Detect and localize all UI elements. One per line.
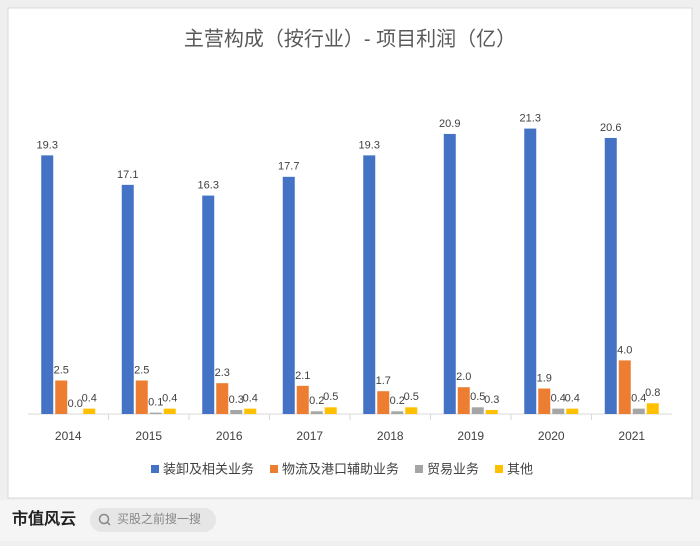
data-label: 21.3 [520,112,541,124]
x-tick-label: 2015 [135,429,162,443]
bar [230,409,243,414]
bar [471,407,484,414]
bar [405,407,418,414]
data-label: 17.7 [278,161,299,173]
x-tick-label: 2018 [377,429,404,443]
data-label: 0.2 [309,395,324,407]
x-tick-label: 2019 [457,429,484,443]
data-label: 1.7 [376,375,391,387]
legend-label: 装卸及相关业务 [163,461,254,476]
data-label: 0.4 [82,393,97,405]
x-tick-label: 2017 [296,429,323,443]
bar [310,411,323,414]
data-label: 0.4 [162,393,177,405]
bar [216,383,229,414]
bar [457,387,470,414]
bar [296,385,309,414]
bar [363,155,376,414]
data-label: 0.0 [68,398,83,410]
data-label: 2.5 [134,364,149,376]
bar [391,411,404,414]
bar [202,195,215,414]
bar [566,408,579,414]
data-label: 17.1 [117,169,138,181]
data-label: 2.0 [456,371,471,383]
legend-label: 贸易业务 [427,461,479,476]
bar [604,137,617,414]
bar [83,408,96,414]
data-label: 0.8 [645,387,660,399]
data-label: 0.3 [484,394,499,406]
data-label: 0.2 [390,395,405,407]
bar [524,128,537,414]
data-label: 2.3 [215,367,230,379]
legend-label: 其他 [507,461,533,476]
bar [41,155,54,414]
data-label: 0.5 [470,391,485,403]
legend-swatch [151,465,159,473]
x-tick-label: 2014 [55,429,82,443]
data-label: 0.4 [631,393,646,405]
legend-swatch [495,465,503,473]
bar [324,407,337,414]
chart-area [7,7,693,499]
bar [55,380,68,414]
data-label: 20.6 [600,122,621,134]
bar [618,360,631,414]
data-label: 1.9 [537,372,552,384]
data-label: 20.9 [439,118,460,130]
bar [135,380,148,414]
bar [646,403,659,414]
bar [377,391,390,414]
data-label: 0.4 [243,393,258,405]
legend-label: 物流及港口辅助业务 [282,461,399,476]
bar [244,408,257,414]
data-label: 0.1 [148,397,163,409]
bar [163,408,176,414]
data-label: 19.3 [359,139,380,151]
data-label: 0.4 [551,393,566,405]
bar [538,388,551,414]
data-label: 4.0 [617,344,632,356]
chart-title: 主营构成（按行业）- 项目利润（亿） [184,27,516,50]
data-label: 16.3 [198,179,219,191]
legend-swatch [415,465,423,473]
data-label: 0.3 [229,394,244,406]
footer-logo: 市值风云 [12,509,76,528]
search-icon-handle [106,521,111,526]
bar [552,408,565,414]
bar [149,412,162,414]
bar [485,409,498,414]
bar [121,184,134,414]
legend-swatch [270,465,278,473]
data-label: 2.5 [54,364,69,376]
data-label: 0.5 [323,391,338,403]
x-tick-label: 2016 [216,429,243,443]
data-label: 19.3 [37,139,58,151]
data-label: 2.1 [295,370,310,382]
x-tick-label: 2020 [538,429,565,443]
search-icon [98,513,110,525]
bar [632,408,645,414]
search-text: 买股之前搜一搜 [117,511,201,526]
x-tick-label: 2021 [618,429,645,443]
data-label: 0.5 [404,391,419,403]
data-label: 0.4 [565,393,580,405]
bar [443,133,456,414]
search-box[interactable] [90,508,216,532]
bar [282,176,295,414]
